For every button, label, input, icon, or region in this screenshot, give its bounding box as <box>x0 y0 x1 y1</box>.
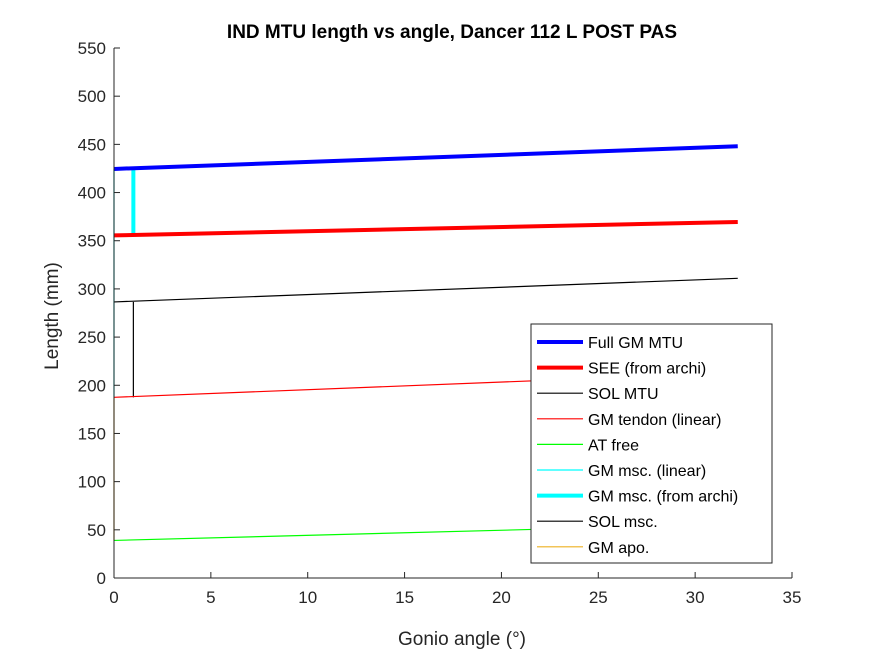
y-tick-label: 550 <box>78 39 106 58</box>
x-axis-title: Gonio angle (°) <box>398 629 526 650</box>
legend-label-7: SOL msc. <box>588 514 658 531</box>
y-tick-label: 0 <box>97 569 106 588</box>
x-tick-label: 25 <box>589 588 608 607</box>
y-tick-label: 500 <box>78 87 106 106</box>
y-tick-label: 300 <box>78 280 106 299</box>
legend-box <box>530 323 773 564</box>
legend-label-1: SEE (from archi) <box>588 361 706 378</box>
y-axis-title: Length (mm) <box>42 262 63 370</box>
legend-label-5: GM msc. (linear) <box>588 463 706 480</box>
series-line-2 <box>113 277 738 303</box>
legend: Full GM MTU SEE (from archi) SOL MTU GM ten… <box>530 323 773 564</box>
y-tick-label: 400 <box>78 184 106 203</box>
x-tick-label: 0 <box>109 588 118 607</box>
x-tick-label: 20 <box>492 588 511 607</box>
y-tick-label: 100 <box>78 473 106 492</box>
legend-label-8: GM apo. <box>588 540 649 557</box>
y-tick-label: 200 <box>78 376 106 395</box>
x-tick-label: 5 <box>206 588 215 607</box>
chart-title: IND MTU length vs angle, Dancer 112 L PO… <box>227 22 677 43</box>
x-tick-label: 35 <box>783 588 802 607</box>
axes-layer: 0 5 10 15 20 25 30 3505010015020025030035040045… <box>78 39 802 607</box>
x-tick-label: 10 <box>298 588 317 607</box>
legend-label-4: AT free <box>588 437 639 454</box>
y-tick-label: 150 <box>78 424 106 443</box>
x-tick-label: 15 <box>395 588 414 607</box>
y-tick-label: 50 <box>87 521 106 540</box>
y-tick-label: 250 <box>78 328 106 347</box>
legend-label-3: GM tendon (linear) <box>588 412 721 429</box>
x-tick-label: 30 <box>686 588 705 607</box>
series-line-0 <box>113 144 738 171</box>
y-tick-label: 450 <box>78 135 106 154</box>
legend-label-6: GM msc. (from archi) <box>588 489 738 506</box>
y-tick-label: 350 <box>78 232 106 251</box>
legend-label-0: Full GM MTU <box>588 335 683 352</box>
series-layer <box>113 144 738 542</box>
series-line-1 <box>113 219 738 238</box>
legend-label-2: SOL MTU <box>588 386 659 403</box>
